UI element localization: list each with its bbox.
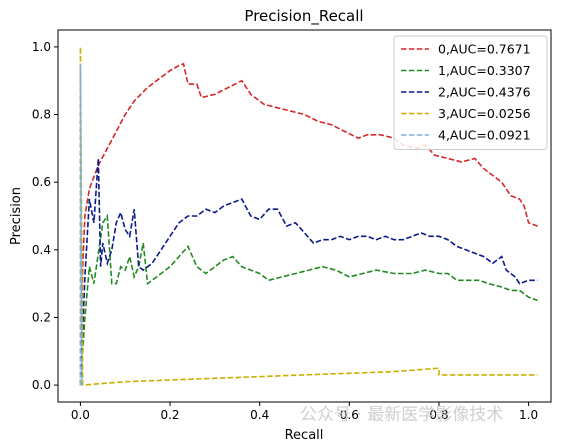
y-tick-label: 0.8 [32,108,51,122]
chart-title: Precision_Recall [244,7,363,26]
y-tick-label: 1.0 [32,40,51,54]
axes-layer: 0.0 0.2 0.4 0.6 0.8 1.0 0.0 0.2 0.4 0.6 0.8 1.0 [32,40,538,422]
legend-box [393,35,548,150]
watermark-text: 公众号 · 最新医学影像技术 [300,405,503,425]
legend: 0,AUC=0.7671 1,AUC=0.3307 2,AUC=0.4376 3,AU… [393,35,548,150]
x-tick-label: 0.6 [340,408,359,422]
x-axis-label: Recall [285,428,324,443]
legend-label: 0,AUC=0.7671 [438,42,531,57]
x-tick-label: 0.8 [429,408,448,422]
legend-label: 3,AUC=0.0256 [438,106,531,121]
series-line-1 [79,213,538,386]
x-tick-label: 0.2 [160,408,179,422]
series-line-0 [79,62,538,386]
x-tick-label: 0.0 [71,408,90,422]
y-tick-label: 0.4 [32,243,51,257]
y-tick-label: 0.6 [32,175,51,189]
y-axis-label: Precision [9,187,24,245]
legend-label: 1,AUC=0.3307 [438,63,531,78]
legend-label: 2,AUC=0.4376 [438,85,531,100]
x-tick-label: 1.0 [519,408,538,422]
series-layer [79,46,538,386]
y-tick-label: 0.0 [32,378,51,392]
series-line-2 [79,158,538,386]
legend-label: 4,AUC=0.0921 [438,128,531,143]
y-tick-label: 0.2 [32,310,51,324]
series-line-4 [79,63,83,386]
plot-area-frame [57,29,552,403]
x-tick-label: 0.4 [250,408,269,422]
